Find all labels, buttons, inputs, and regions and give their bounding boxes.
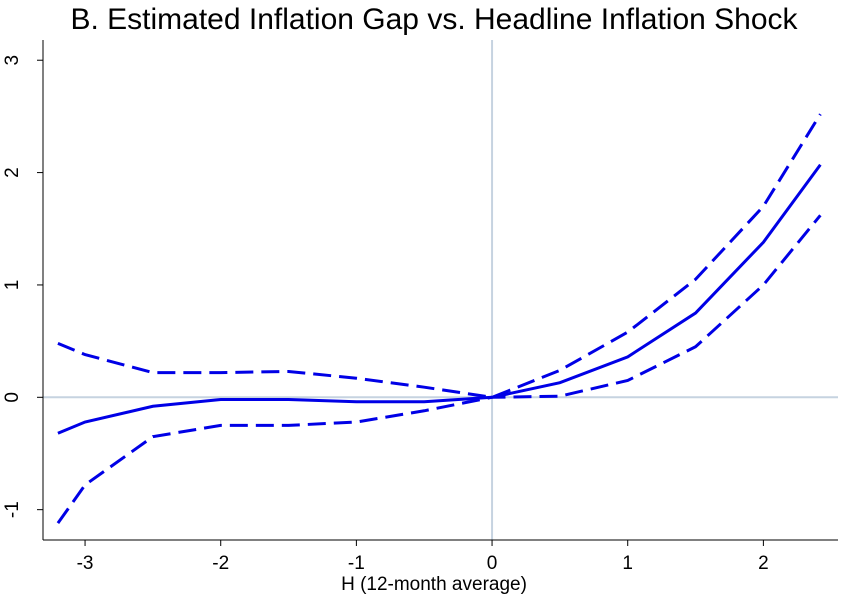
x-tick-label: -3: [77, 553, 94, 574]
x-tick-label: 0: [487, 553, 498, 574]
line-series: [56, 214, 822, 525]
x-tick-label: -1: [348, 553, 365, 574]
chart-title: B. Estimated Inflation Gap vs. Headline …: [70, 3, 798, 36]
y-tick-label: 0: [2, 392, 23, 403]
x-tick-label: 1: [622, 553, 633, 574]
x-tick-label: 2: [758, 553, 769, 574]
y-tick-label: 3: [2, 55, 23, 66]
line-series: [57, 163, 822, 435]
line-series: [57, 113, 822, 399]
y-tick-label: 1: [2, 280, 23, 291]
y-tick-label: -1: [2, 501, 23, 518]
x-tick-label: -2: [212, 553, 229, 574]
x-axis-label: H (12-month average): [341, 574, 527, 595]
y-tick-label: 2: [2, 167, 23, 178]
